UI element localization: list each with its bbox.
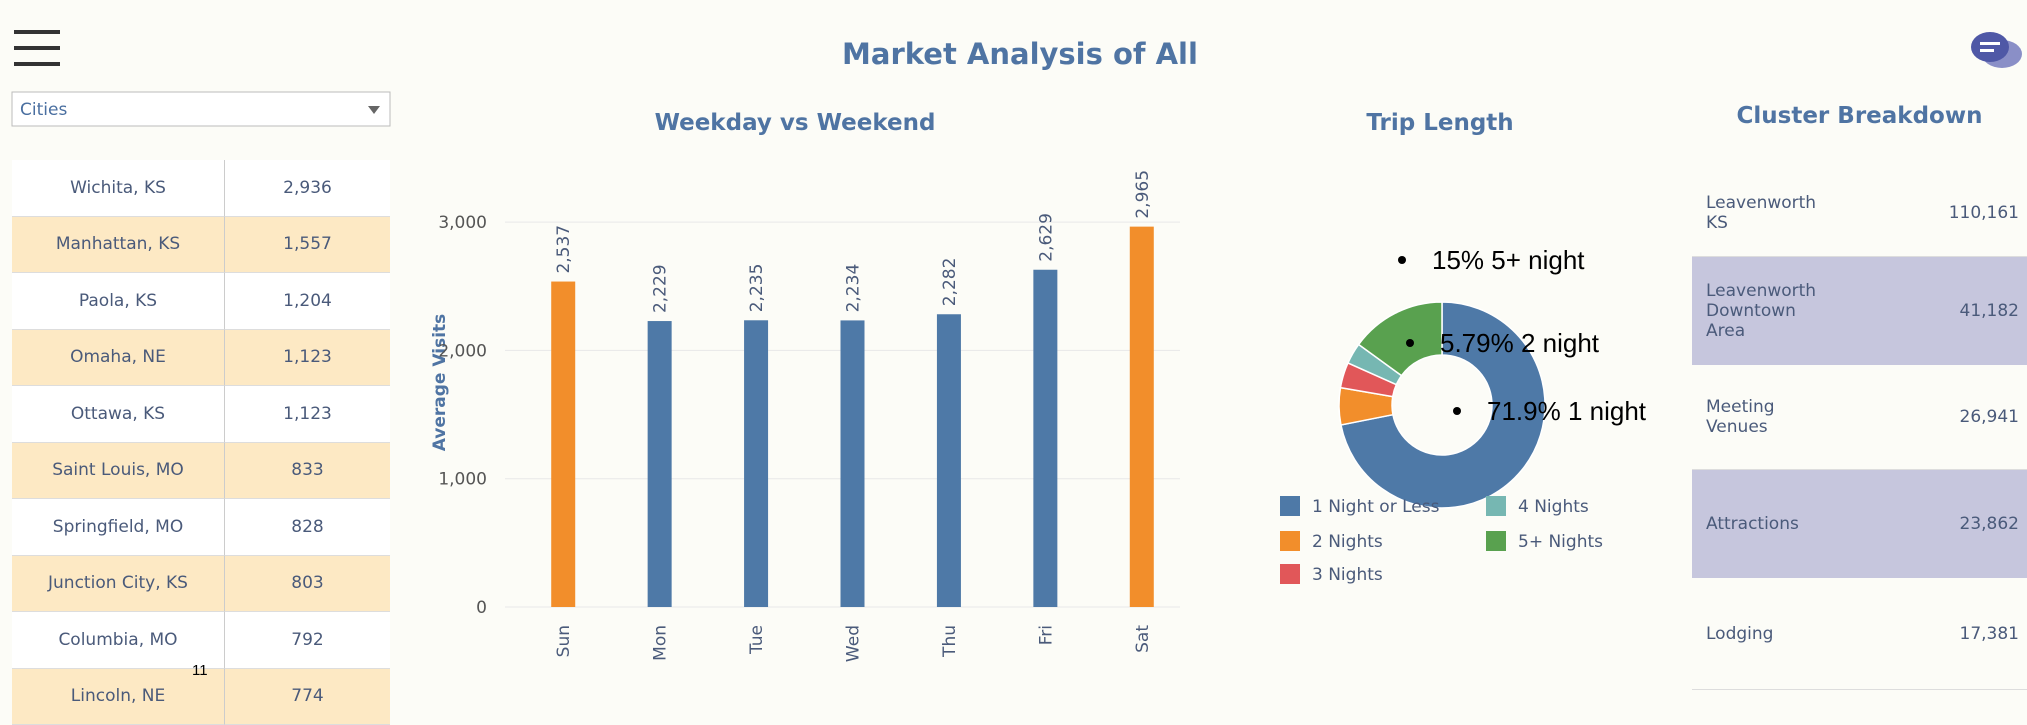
y-tick-label: 0 xyxy=(476,598,487,618)
city-value: 828 xyxy=(225,499,390,556)
menu-bar[interactable] xyxy=(14,30,60,34)
cluster-value: 110,161 xyxy=(1949,170,2019,256)
bar xyxy=(841,320,865,607)
bar-value-label: 2,235 xyxy=(747,264,767,313)
cluster-label: Leavenworth Downtown Area xyxy=(1706,257,1824,365)
x-tick-label: Tue xyxy=(747,625,767,655)
legend-label: 1 Night or Less xyxy=(1312,497,1440,517)
city-value: 803 xyxy=(225,556,390,613)
annotation: 5.79% 2 night xyxy=(1440,328,1600,358)
legend-label: 5+ Nights xyxy=(1518,532,1603,552)
legend-swatch xyxy=(1280,531,1300,551)
cluster-row: Attractions 23,862 xyxy=(1692,470,2027,578)
y-tick-label: 2,000 xyxy=(438,341,487,361)
menu-bar[interactable] xyxy=(14,62,60,66)
bar-value-label: 2,282 xyxy=(940,258,960,307)
cluster-label: Leavenworth KS xyxy=(1706,170,1824,256)
city-name: Junction City, KS xyxy=(12,556,225,613)
menu-icon[interactable] xyxy=(14,30,60,66)
cluster-value: 41,182 xyxy=(1960,257,2019,365)
city-name: Paola, KS xyxy=(12,273,225,330)
city-name: Wichita, KS xyxy=(12,160,225,217)
bar xyxy=(744,320,768,607)
legend-swatch xyxy=(1280,564,1300,584)
city-value: 2,936 xyxy=(225,160,390,217)
city-value: 1,557 xyxy=(225,217,390,274)
bar-value-label: 2,629 xyxy=(1036,213,1056,262)
x-tick-label: Mon xyxy=(651,625,671,661)
bar xyxy=(1033,270,1057,607)
y-tick-label: 3,000 xyxy=(438,213,487,233)
city-value: 833 xyxy=(225,443,390,500)
annotation-dot xyxy=(1453,407,1461,415)
x-tick-label: Sat xyxy=(1133,625,1153,653)
dropdown[interactable] xyxy=(12,92,390,126)
cluster-value: 26,941 xyxy=(1960,365,2019,469)
cluster-label: Lodging xyxy=(1706,578,1773,689)
city-name: Saint Louis, MO xyxy=(12,443,225,500)
chat-line[interactable] xyxy=(1980,42,2000,45)
bar-value-label: 2,537 xyxy=(554,225,574,274)
legend-swatch xyxy=(1280,496,1300,516)
bar xyxy=(551,282,575,607)
cluster-label: Meeting Venues xyxy=(1706,365,1824,469)
chat-line[interactable] xyxy=(1980,49,1994,52)
bar-value-label: 2,965 xyxy=(1133,170,1153,219)
cluster-row: Leavenworth KS 110,161 xyxy=(1692,170,2027,257)
legend-swatch xyxy=(1486,531,1506,551)
bar xyxy=(1130,227,1154,607)
cluster-row: Leavenworth Downtown Area 41,182 xyxy=(1692,257,2027,365)
chart-title: Trip Length xyxy=(1366,110,1513,136)
city-name: Columbia, MO xyxy=(12,612,225,669)
legend-swatch xyxy=(1486,496,1506,516)
legend-label: 2 Nights xyxy=(1312,532,1383,552)
city-value: 1,204 xyxy=(225,273,390,330)
city-name: Ottawa, KS xyxy=(12,386,225,443)
city-value: 1,123 xyxy=(225,330,390,387)
city-value: 1,123 xyxy=(225,386,390,443)
city-value: 792 xyxy=(225,612,390,669)
x-tick-label: Thu xyxy=(940,625,960,658)
bar xyxy=(648,321,672,607)
annotation-dot xyxy=(1398,256,1406,264)
legend-label: 4 Nights xyxy=(1518,497,1589,517)
page-title: Market Analysis of All xyxy=(842,37,1198,71)
y-tick-label: 1,000 xyxy=(438,470,487,490)
chart-title: Weekday vs Weekend xyxy=(655,110,936,136)
cluster-row: Meeting Venues 26,941 xyxy=(1692,365,2027,470)
city-name: Omaha, NE xyxy=(12,330,225,387)
dropdown-label[interactable]: Cities xyxy=(20,100,67,120)
city-name: Springfield, MO xyxy=(12,499,225,556)
y-axis-label: Average Visits xyxy=(430,314,450,452)
cluster-value: 23,862 xyxy=(1960,470,2019,578)
city-name: Manhattan, KS xyxy=(12,217,225,274)
cluster-title: Cluster Breakdown xyxy=(1692,103,2027,129)
annotation: 71.9% 1 night xyxy=(1487,396,1647,426)
annotation: 15% 5+ night xyxy=(1432,245,1585,275)
x-tick-label: Sun xyxy=(554,625,574,657)
city-value: 774 xyxy=(225,669,390,725)
chat-bubble[interactable] xyxy=(1971,32,2009,62)
legend-label: 3 Nights xyxy=(1312,565,1383,585)
x-tick-label: Fri xyxy=(1036,625,1056,645)
annotation-dot xyxy=(1406,339,1414,347)
bar-value-label: 2,234 xyxy=(844,264,864,313)
page-number: 11 xyxy=(192,662,208,679)
bar xyxy=(937,314,961,607)
cluster-row: Lodging 17,381 xyxy=(1692,578,2027,690)
chat-icon[interactable] xyxy=(1971,32,2022,68)
x-tick-label: Wed xyxy=(844,625,864,662)
cluster-value: 17,381 xyxy=(1960,578,2019,689)
menu-bar[interactable] xyxy=(14,46,60,50)
bar-value-label: 2,229 xyxy=(651,264,671,313)
cluster-label: Attractions xyxy=(1706,470,1799,578)
